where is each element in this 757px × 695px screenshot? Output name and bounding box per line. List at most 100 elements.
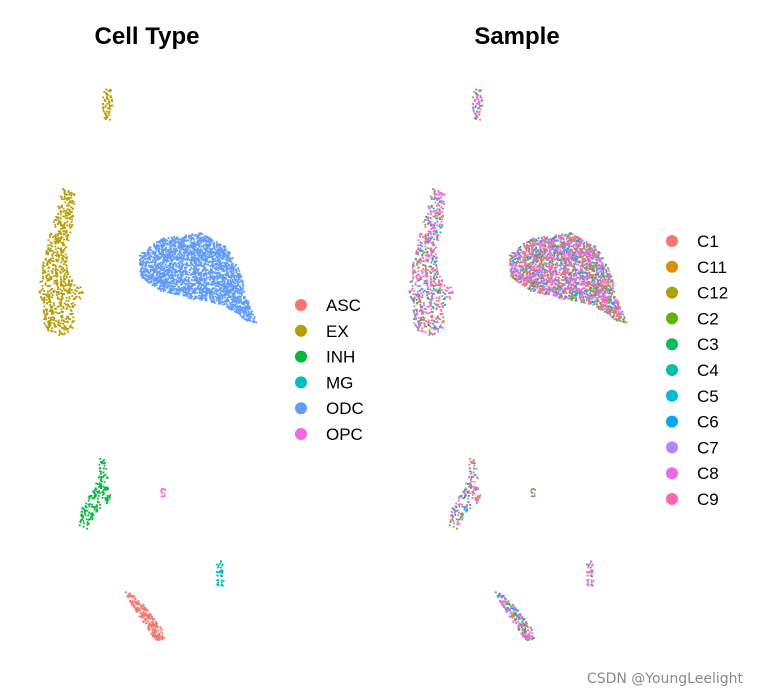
point-odc xyxy=(217,277,220,280)
point-ex xyxy=(68,204,70,207)
point-odc xyxy=(169,240,172,242)
point-odc xyxy=(215,263,218,266)
point-asc xyxy=(137,601,139,604)
point-ex xyxy=(54,235,57,238)
point-sample xyxy=(427,291,429,294)
point-odc xyxy=(225,264,228,267)
point-odc xyxy=(230,285,232,288)
point-inh xyxy=(109,494,112,497)
point-odc xyxy=(150,273,153,276)
point-asc xyxy=(157,626,159,629)
point-sample xyxy=(432,276,435,279)
point-sample xyxy=(426,260,429,263)
point-odc xyxy=(205,281,207,284)
point-sample xyxy=(430,308,433,311)
point-odc xyxy=(193,240,196,243)
point-odc xyxy=(164,278,166,281)
point-sample xyxy=(605,296,608,299)
point-ex xyxy=(68,210,71,213)
point-odc xyxy=(186,287,189,290)
point-odc xyxy=(170,267,173,269)
point-sample xyxy=(423,322,426,324)
point-odc xyxy=(217,249,220,252)
point-odc xyxy=(239,296,242,299)
point-odc xyxy=(153,280,156,282)
point-odc xyxy=(204,235,206,237)
point-odc xyxy=(144,258,146,260)
point-odc xyxy=(181,281,184,284)
point-sample xyxy=(425,325,427,328)
point-sample xyxy=(436,217,439,220)
point-sample xyxy=(472,96,475,99)
point-ex xyxy=(61,327,64,329)
point-inh xyxy=(93,490,96,493)
point-odc xyxy=(173,248,176,251)
point-ex xyxy=(71,288,73,291)
point-mg xyxy=(221,584,224,587)
point-odc xyxy=(245,307,248,310)
point-sample xyxy=(478,101,480,104)
point-sample xyxy=(441,199,444,202)
point-odc xyxy=(247,312,250,314)
point-odc xyxy=(251,310,254,313)
point-odc xyxy=(163,289,165,292)
point-odc xyxy=(209,292,211,294)
point-sample xyxy=(423,302,425,305)
point-odc xyxy=(154,261,156,263)
point-odc xyxy=(203,248,206,250)
point-odc xyxy=(162,272,164,274)
point-sample xyxy=(434,284,437,287)
point-sample xyxy=(580,241,582,244)
point-sample xyxy=(601,274,604,276)
point-sample xyxy=(421,309,424,312)
point-asc xyxy=(143,615,145,618)
point-odc xyxy=(161,275,164,278)
point-inh xyxy=(83,509,86,512)
point-odc xyxy=(211,288,214,290)
point-odc xyxy=(221,283,224,286)
point-odc xyxy=(164,285,166,288)
point-odc xyxy=(240,288,242,291)
point-ex xyxy=(53,260,55,263)
point-ex xyxy=(68,225,71,228)
point-sample xyxy=(548,241,551,244)
point-odc xyxy=(149,251,152,254)
point-odc xyxy=(149,275,152,278)
point-ex xyxy=(59,248,62,250)
point-odc xyxy=(210,293,212,296)
point-ex xyxy=(69,308,72,311)
point-sample xyxy=(556,248,559,251)
point-ex xyxy=(59,232,61,235)
point-odc xyxy=(225,290,228,292)
point-sample xyxy=(432,255,435,257)
point-odc xyxy=(161,281,163,283)
point-sample xyxy=(424,280,426,282)
point-ex xyxy=(52,263,55,266)
point-ex xyxy=(79,291,82,294)
point-sample xyxy=(448,291,451,294)
point-odc xyxy=(227,306,230,309)
point-asc xyxy=(127,595,130,598)
point-sample xyxy=(434,212,437,215)
point-odc xyxy=(171,241,174,243)
point-asc xyxy=(163,637,165,639)
point-sample xyxy=(435,299,438,302)
point-odc xyxy=(149,258,152,261)
point-odc xyxy=(164,248,166,250)
point-sample xyxy=(528,273,531,275)
point-odc xyxy=(174,250,177,253)
point-inh xyxy=(90,494,93,497)
point-odc xyxy=(179,238,182,240)
point-odc xyxy=(253,317,256,320)
point-odc xyxy=(189,237,192,239)
point-sample xyxy=(597,271,600,274)
point-odc xyxy=(208,295,211,297)
point-odc xyxy=(145,274,147,277)
point-odc xyxy=(141,261,144,263)
point-odc xyxy=(182,239,184,242)
point-inh xyxy=(91,497,94,499)
point-ex xyxy=(56,273,59,276)
point-odc xyxy=(236,302,238,305)
point-odc xyxy=(163,244,166,247)
point-sample xyxy=(451,292,454,294)
